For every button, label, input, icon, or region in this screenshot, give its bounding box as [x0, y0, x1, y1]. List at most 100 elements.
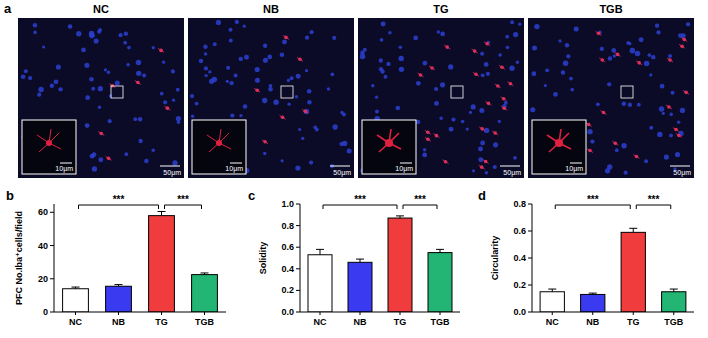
error-cap	[589, 293, 597, 294]
nucleus	[262, 98, 267, 103]
bar	[63, 289, 89, 312]
cell-process	[283, 35, 289, 39]
cell-process	[262, 140, 268, 144]
inset-process	[39, 143, 49, 152]
scale-bar	[500, 166, 520, 167]
nucleus	[516, 61, 519, 64]
nucleus	[301, 137, 304, 140]
x-tick-label: TGB	[431, 317, 450, 327]
x-tick-label: TG	[155, 317, 168, 327]
nucleus	[413, 36, 418, 41]
cell-process	[683, 90, 689, 94]
nucleus	[255, 67, 260, 72]
nucleus	[630, 48, 636, 54]
error-cap	[396, 215, 404, 216]
nucleus	[263, 44, 267, 48]
x-tick-label: NB	[354, 317, 367, 327]
nucleus	[296, 74, 301, 79]
x-tick-label: NC	[314, 317, 327, 327]
nucleus	[332, 36, 336, 40]
nucleus	[440, 82, 445, 87]
scale-bar	[400, 163, 412, 164]
nucleus	[590, 139, 594, 143]
nucleus	[244, 55, 249, 60]
nucleus	[90, 154, 95, 159]
scale-text: 50μm	[333, 169, 351, 177]
nucleus	[239, 57, 243, 61]
nucleus	[677, 120, 680, 123]
y-tick	[50, 278, 54, 279]
nucleus	[108, 119, 112, 123]
nucleus	[290, 76, 294, 80]
y-tick	[528, 285, 532, 286]
nucleus	[399, 46, 403, 50]
nucleus	[637, 103, 641, 107]
significance-bracket	[323, 205, 397, 209]
image-ground	[528, 18, 694, 178]
significance-bracket	[636, 205, 671, 209]
axis-title: PFC No.Iba⁺cells/field	[14, 211, 24, 305]
scale-text: 50μm	[673, 169, 691, 177]
nucleus	[109, 94, 113, 98]
nucleus	[268, 87, 273, 92]
y-tick-label: 0.0	[281, 307, 294, 317]
nucleus	[513, 156, 517, 160]
cell-process	[473, 72, 479, 76]
nucleus	[115, 81, 120, 86]
significance-label: ***	[648, 194, 660, 205]
x-tick-label: TG	[394, 317, 407, 327]
cell-process	[443, 160, 449, 164]
nucleus	[136, 71, 141, 76]
nucleus	[309, 160, 313, 164]
cell-process	[636, 61, 642, 65]
nucleus	[621, 143, 626, 148]
roi-box	[621, 86, 633, 98]
y-tick	[528, 231, 532, 232]
nucleus	[172, 99, 175, 102]
error-cap	[72, 287, 80, 288]
nucleus	[644, 61, 650, 67]
y-axis	[300, 204, 301, 312]
nucleus	[216, 20, 221, 25]
bar	[149, 216, 175, 312]
nucleus	[469, 111, 472, 114]
inset	[532, 120, 586, 174]
nucleus	[212, 77, 217, 82]
nucleus	[228, 28, 232, 32]
nucleus	[628, 103, 632, 107]
nucleus	[280, 159, 283, 162]
nucleus	[510, 20, 514, 24]
nucleus	[204, 66, 208, 70]
nucleus	[600, 47, 604, 51]
nucleus	[545, 68, 549, 72]
nucleus	[305, 69, 308, 72]
cell-process	[485, 101, 491, 105]
nucleus	[399, 67, 404, 72]
cell-process	[425, 137, 431, 141]
y-tick	[296, 225, 300, 226]
nucleus	[313, 126, 317, 130]
significance-bracket	[403, 205, 437, 209]
nucleus	[199, 59, 203, 63]
nucleus	[439, 116, 443, 120]
y-tick-label: 0.0	[513, 307, 526, 317]
nucleus	[172, 160, 177, 165]
nucleus	[434, 101, 439, 106]
nucleus	[664, 155, 669, 160]
nucleus	[94, 38, 99, 43]
image-ground	[188, 18, 354, 178]
nucleus	[498, 120, 501, 123]
nucleus	[204, 74, 207, 77]
nucleus	[127, 46, 131, 50]
nucleus	[611, 48, 616, 53]
cell-process	[433, 134, 439, 138]
x-tick-label: NC	[546, 317, 559, 327]
nucleus	[669, 113, 673, 117]
significance-label: ***	[414, 194, 426, 205]
micrograph: 10μm50μm	[18, 18, 184, 178]
nucleus	[437, 30, 440, 33]
cell-process	[297, 57, 303, 61]
y-tick-label: 0.2	[281, 285, 294, 295]
cell-process	[601, 111, 607, 115]
nucleus	[506, 46, 510, 50]
